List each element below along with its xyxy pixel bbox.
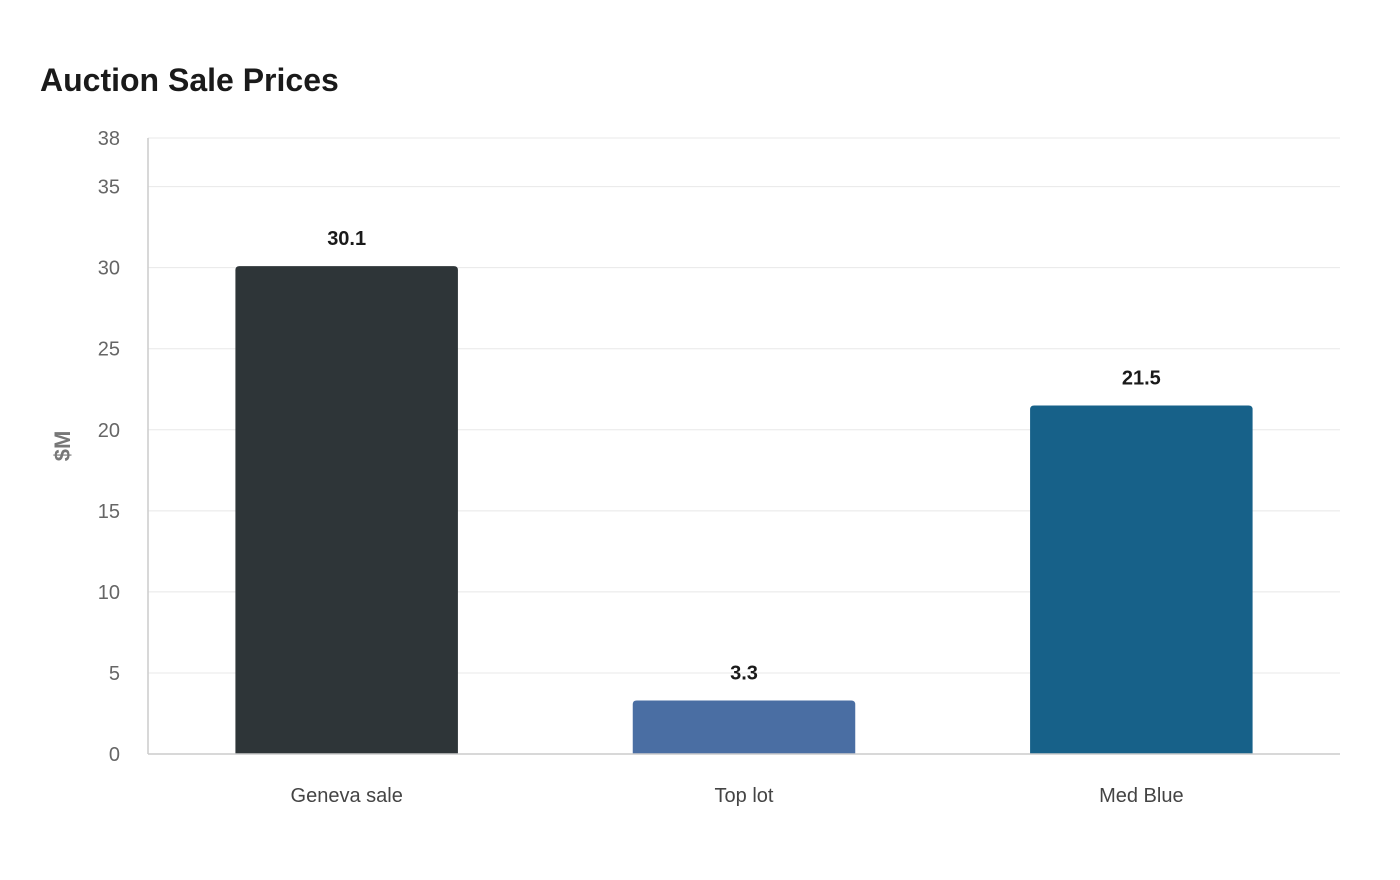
chart-title: Auction Sale Prices: [40, 62, 339, 98]
y-tick-label: 38: [98, 128, 120, 150]
y-tick-label: 30: [98, 258, 120, 280]
bars: [235, 266, 1253, 754]
x-axis-categories: Geneva sale Top lot Med Blue: [291, 785, 1184, 807]
bar-geneva-sale: [235, 266, 458, 754]
y-tick-label: 25: [98, 339, 120, 361]
x-category-label: Med Blue: [1099, 785, 1184, 807]
value-label: 3.3: [730, 663, 758, 685]
y-axis-title: $M: [50, 431, 75, 462]
y-tick-label: 15: [98, 501, 120, 523]
value-label: 21.5: [1122, 367, 1161, 389]
x-category-label: Top lot: [715, 785, 774, 807]
x-category-label: Geneva sale: [291, 785, 403, 807]
y-axis-ticks: 0 5 10 15 20 25 30 35 38: [98, 128, 120, 766]
y-tick-label: 10: [98, 582, 120, 604]
y-tick-label: 5: [109, 663, 120, 685]
y-tick-label: 0: [109, 744, 120, 766]
y-tick-label: 35: [98, 177, 120, 199]
bar-med-blue: [1030, 405, 1253, 754]
value-labels: 30.1 3.3 21.5: [327, 228, 1161, 684]
y-tick-label: 20: [98, 420, 120, 442]
value-label: 30.1: [327, 228, 366, 250]
bar-top-lot: [632, 700, 856, 754]
